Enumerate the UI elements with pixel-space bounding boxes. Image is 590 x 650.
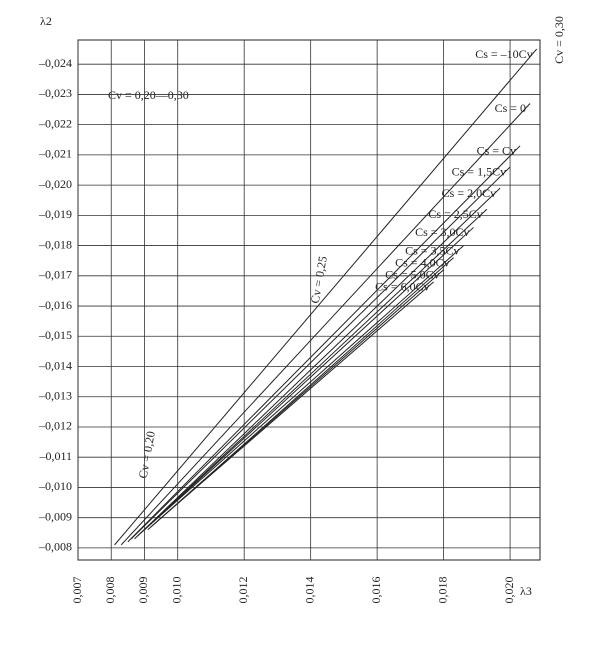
series-label: Cs = 2,0Cv [442, 186, 496, 200]
y-tick-label: –0,022 [38, 116, 72, 130]
y-tick-label: –0,021 [38, 147, 72, 161]
x-tick-label: 0,010 [169, 577, 183, 604]
x-tick-label: 0,014 [302, 577, 316, 604]
series-label: Cs = 4,0Cv [395, 255, 449, 269]
series-line [114, 48, 538, 546]
annotation: Cv = 0,20 [136, 430, 158, 479]
y-tick-label: –0,012 [38, 419, 72, 433]
x-tick-label: 0,009 [136, 577, 150, 604]
annotation: Cv = 0,30 [552, 16, 566, 64]
series-label: Cs = 3,5Cv [405, 243, 459, 257]
series-line [120, 103, 531, 546]
series-label: Cs = 2,5Cv [428, 207, 482, 221]
x-tick-label: 0,016 [369, 577, 383, 604]
x-axis-label: λ3 [520, 584, 532, 598]
series-label: Cs = 3,0Cv [415, 225, 469, 239]
y-tick-label: –0,017 [38, 268, 72, 282]
y-tick-label: –0,011 [38, 449, 72, 463]
series-line [130, 166, 511, 540]
y-tick-label: –0,020 [38, 177, 72, 191]
y-tick-label: –0,015 [38, 328, 72, 342]
y-tick-label: –0,014 [38, 358, 72, 372]
x-tick-label: 0,018 [435, 577, 449, 604]
series-label: Cs = –10Cv [475, 47, 532, 61]
series-label: Cs = 6,0Cv [375, 280, 429, 294]
series-line [154, 281, 434, 525]
x-tick-label: 0,012 [236, 577, 250, 604]
y-tick-label: –0,013 [38, 388, 72, 402]
x-tick-label: 0,008 [103, 577, 117, 604]
series-line [140, 227, 474, 534]
series-label: Cs = Cv [477, 144, 516, 158]
series-line [134, 187, 501, 540]
y-tick-label: –0,010 [38, 479, 72, 493]
x-tick-label: 0,007 [70, 577, 84, 604]
y-tick-label: –0,016 [38, 298, 72, 312]
series-label: Cs = 5,0Cv [385, 268, 439, 282]
y-tick-label: –0,018 [38, 237, 72, 251]
series-line [127, 145, 521, 543]
y-tick-label: –0,019 [38, 207, 72, 221]
y-tick-label: –0,009 [38, 509, 72, 523]
y-tick-label: –0,024 [38, 56, 72, 70]
y-tick-label: –0,023 [38, 86, 72, 100]
x-tick-label: 0,020 [502, 577, 516, 604]
y-axis-label: λ2 [40, 14, 52, 28]
series-line [144, 245, 464, 531]
series-label: Cs = 1,5Cv [452, 165, 506, 179]
y-tick-label: –0,008 [38, 540, 72, 554]
series-label: Cs = 0 [495, 101, 526, 115]
series-line [137, 208, 488, 537]
